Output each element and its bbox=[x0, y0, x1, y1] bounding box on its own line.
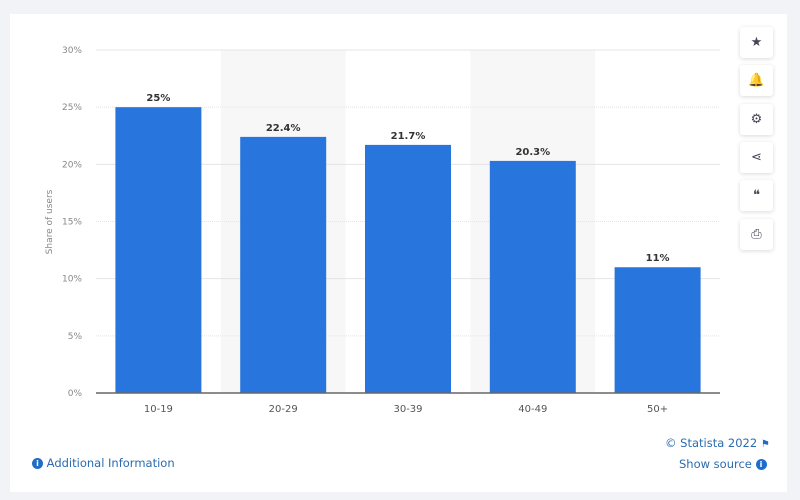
print-button[interactable]: ⎙ bbox=[740, 218, 773, 250]
y-tick-label: 0% bbox=[68, 389, 83, 399]
bar bbox=[489, 160, 576, 393]
bar bbox=[240, 136, 327, 394]
data-label: 25% bbox=[146, 93, 170, 104]
info-icon: i bbox=[32, 458, 43, 469]
bar bbox=[115, 107, 202, 394]
y-axis-label: Share of users bbox=[45, 189, 55, 254]
y-tick-label: 5% bbox=[68, 332, 83, 342]
bell-button[interactable]: 🔔 bbox=[740, 65, 773, 97]
print-icon: ⎙ bbox=[751, 226, 762, 242]
star-button[interactable]: ★ bbox=[740, 27, 773, 58]
quote-button[interactable]: ❝ bbox=[740, 180, 773, 212]
additional-information-link[interactable]: i Additional Information bbox=[32, 456, 175, 470]
info-icon: i bbox=[755, 459, 767, 470]
gear-icon: ⚙ bbox=[750, 111, 763, 127]
y-tick-label: 20% bbox=[62, 160, 82, 170]
bell-icon: 🔔 bbox=[748, 73, 765, 89]
y-tick-label: 25% bbox=[62, 103, 82, 113]
bar bbox=[614, 267, 701, 393]
star-icon: ★ bbox=[750, 35, 763, 50]
x-tick-label: 40-49 bbox=[518, 404, 547, 415]
copyright[interactable]: © Statista 2022 ⚑ bbox=[665, 436, 770, 450]
bar bbox=[365, 144, 451, 393]
x-tick-label: 50+ bbox=[647, 404, 668, 415]
quote-icon: ❝ bbox=[753, 188, 760, 204]
data-label: 11% bbox=[646, 253, 670, 264]
x-tick-label: 30-39 bbox=[393, 404, 422, 415]
x-tick-label: 10-19 bbox=[144, 404, 173, 415]
share-button[interactable]: ⋖ bbox=[740, 141, 773, 173]
y-tick-label: 10% bbox=[62, 275, 82, 285]
data-label: 21.7% bbox=[391, 131, 426, 142]
flag-icon: ⚑ bbox=[760, 439, 770, 450]
show-source-label: Show source bbox=[679, 457, 752, 471]
x-tick-label: 20-29 bbox=[269, 404, 298, 415]
additional-information-label: Additional Information bbox=[46, 456, 175, 470]
data-label: 22.4% bbox=[266, 123, 301, 134]
gear-button[interactable]: ⚙ bbox=[740, 103, 773, 135]
y-tick-label: 30% bbox=[62, 46, 82, 56]
y-tick-label: 15% bbox=[62, 218, 82, 228]
share-icon: ⋖ bbox=[751, 149, 762, 165]
copyright-label: © Statista 2022 bbox=[665, 436, 758, 450]
data-label: 20.3% bbox=[515, 147, 550, 158]
show-source-link[interactable]: Show source i bbox=[679, 457, 767, 471]
